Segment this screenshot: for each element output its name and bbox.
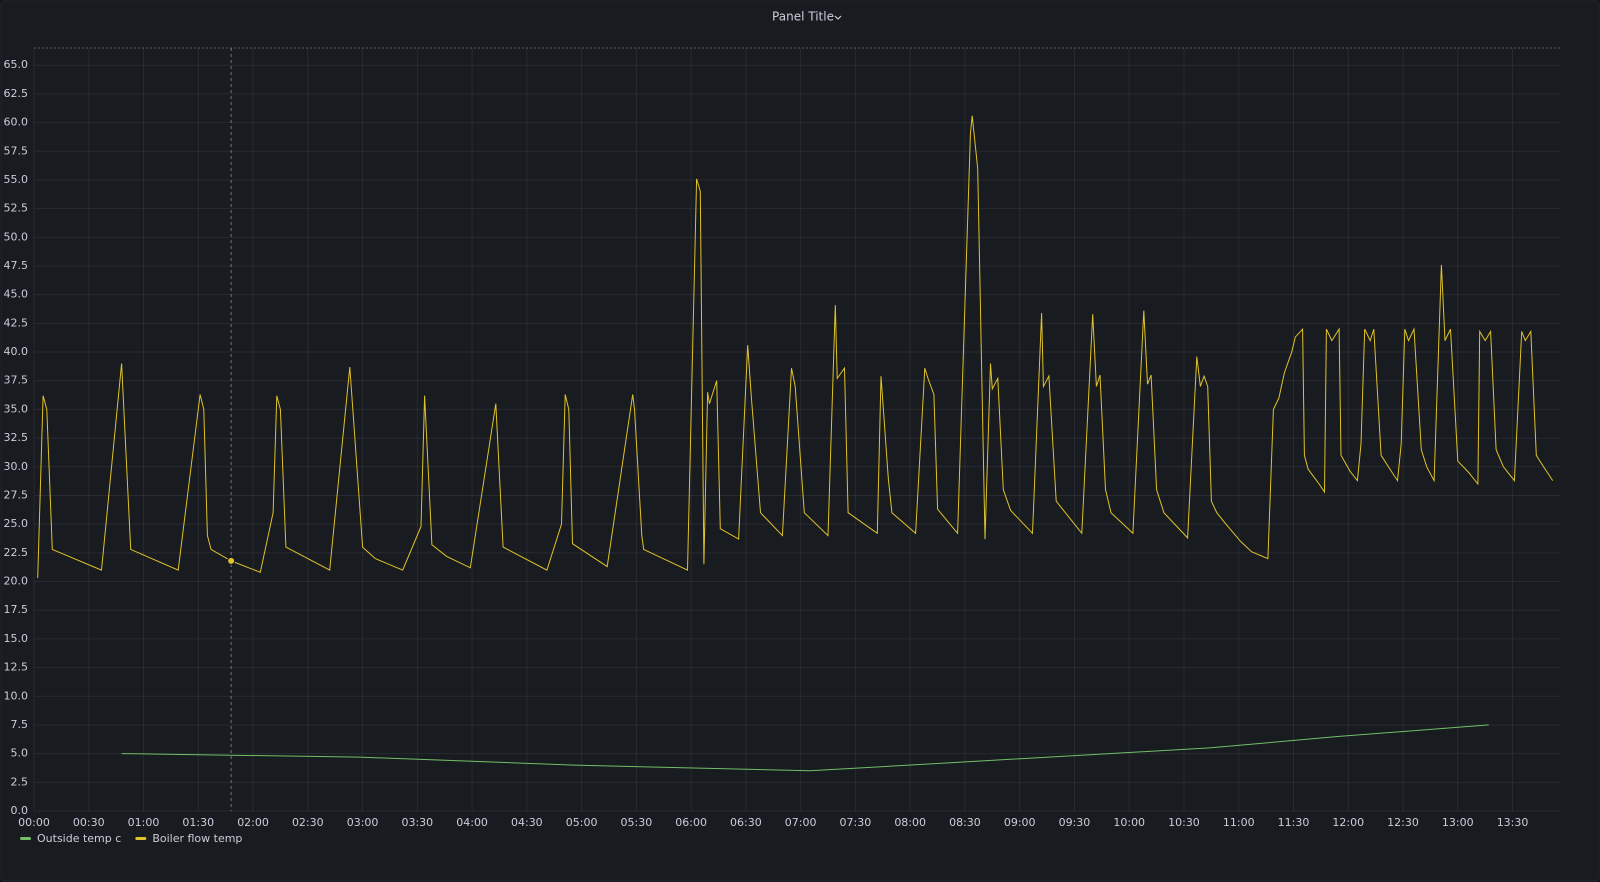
y-tick-label: 30.0 bbox=[4, 460, 29, 473]
x-tick-label: 08:00 bbox=[894, 816, 926, 829]
y-tick-label: 10.0 bbox=[4, 689, 29, 702]
legend-swatch bbox=[20, 837, 31, 840]
hover-point bbox=[227, 556, 236, 565]
y-tick-label: 40.0 bbox=[4, 345, 29, 358]
y-tick-label: 50.0 bbox=[4, 230, 29, 243]
x-tick-label: 05:00 bbox=[566, 816, 598, 829]
legend-swatch bbox=[135, 837, 147, 840]
y-tick-label: 27.5 bbox=[4, 488, 29, 501]
y-tick-label: 47.5 bbox=[4, 259, 29, 272]
x-tick-label: 10:30 bbox=[1168, 816, 1200, 829]
plot-area: 0.0 2.5 5.0 7.5 10.0 12.5 15.0 17.5 20.0 22.5 25.0… bbox=[4, 47, 1560, 829]
x-tick-label: 05:30 bbox=[621, 816, 653, 829]
x-tick-label: 09:00 bbox=[1004, 816, 1036, 829]
y-tick-label: 7.5 bbox=[11, 718, 29, 731]
x-tick-label: 12:00 bbox=[1332, 816, 1364, 829]
x-tick-label: 12:30 bbox=[1387, 816, 1419, 829]
y-tick-label: 22.5 bbox=[4, 546, 29, 559]
x-tick-label: 02:30 bbox=[292, 816, 324, 829]
x-tick-label: 04:00 bbox=[456, 816, 488, 829]
x-tick-label: 00:30 bbox=[73, 816, 105, 829]
x-tick-label: 11:30 bbox=[1278, 816, 1310, 829]
x-tick-label: 06:30 bbox=[730, 816, 762, 829]
x-tick-label: 11:00 bbox=[1223, 816, 1255, 829]
y-tick-label: 2.5 bbox=[11, 775, 29, 788]
y-tick-label: 12.5 bbox=[4, 661, 29, 674]
y-tick-label: 17.5 bbox=[4, 603, 29, 616]
legend-label[interactable]: Boiler flow temp bbox=[152, 832, 242, 845]
x-tick-label: 06:00 bbox=[675, 816, 707, 829]
y-tick-label: 32.5 bbox=[4, 431, 29, 444]
x-tick-label: 13:30 bbox=[1497, 816, 1529, 829]
x-tick-label: 01:30 bbox=[182, 816, 214, 829]
y-tick-label: 35.0 bbox=[4, 402, 29, 415]
y-tick-label: 5.0 bbox=[11, 747, 29, 760]
x-tick-label: 01:00 bbox=[128, 816, 160, 829]
y-tick-label: 62.5 bbox=[4, 87, 29, 100]
y-tick-label: 0.0 bbox=[11, 804, 29, 817]
y-tick-label: 60.0 bbox=[4, 116, 29, 129]
legend-label[interactable]: Outside temp c bbox=[37, 832, 121, 845]
x-tick-label: 08:30 bbox=[949, 816, 981, 829]
y-tick-label: 20.0 bbox=[4, 575, 29, 588]
x-tick-label: 02:00 bbox=[237, 816, 269, 829]
x-tick-label: 00:00 bbox=[18, 816, 50, 829]
y-tick-label: 65.0 bbox=[4, 58, 29, 71]
x-tick-label: 07:30 bbox=[840, 816, 872, 829]
title-chevron[interactable] bbox=[834, 15, 842, 20]
y-tick-label: 42.5 bbox=[4, 316, 29, 329]
x-tick-label: 07:00 bbox=[785, 816, 817, 829]
series-line bbox=[121, 724, 1489, 772]
x-tick-label: 13:00 bbox=[1442, 816, 1474, 829]
y-tick-label: 25.0 bbox=[4, 517, 29, 530]
x-tick-label: 09:30 bbox=[1059, 816, 1091, 829]
y-tick-label: 55.0 bbox=[4, 173, 29, 186]
y-tick-label: 57.5 bbox=[4, 144, 29, 157]
x-tick-label: 10:00 bbox=[1113, 816, 1145, 829]
y-tick-label: 37.5 bbox=[4, 374, 29, 387]
x-tick-label: 03:30 bbox=[401, 816, 433, 829]
y-tick-label: 45.0 bbox=[4, 288, 29, 301]
x-tick-label: 04:30 bbox=[511, 816, 543, 829]
series-line bbox=[37, 115, 1554, 579]
panel-title[interactable]: Panel Title bbox=[772, 10, 834, 24]
x-tick-label: 03:00 bbox=[347, 816, 379, 829]
y-tick-label: 15.0 bbox=[4, 632, 29, 645]
y-tick-label: 52.5 bbox=[4, 202, 29, 215]
